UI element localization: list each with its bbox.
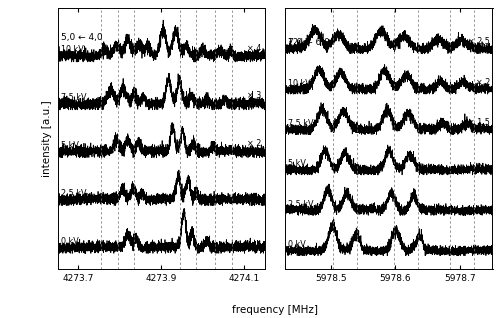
Text: frequency [MHz]: frequency [MHz] — [232, 305, 318, 315]
Text: 5,0 ← 4,0: 5,0 ← 4,0 — [61, 33, 102, 42]
Text: 2.5 kV: 2.5 kV — [61, 189, 86, 198]
Text: × 2: × 2 — [247, 139, 262, 148]
Text: × 2: × 2 — [476, 78, 490, 87]
Text: 0 kV: 0 kV — [288, 240, 306, 249]
Text: 5 kV: 5 kV — [288, 159, 306, 169]
Text: × 2,5: × 2,5 — [468, 38, 490, 46]
Text: 10 kV: 10 kV — [61, 45, 84, 54]
Text: × 4: × 4 — [247, 44, 262, 53]
Text: 10 kV: 10 kV — [288, 79, 310, 87]
Text: 12 kV: 12 kV — [288, 38, 311, 47]
Text: 7.5 kV: 7.5 kV — [61, 93, 86, 102]
Text: 7.5 kV: 7.5 kV — [288, 119, 314, 128]
Text: 2.5 kV: 2.5 kV — [288, 200, 314, 209]
Text: × 1.5: × 1.5 — [468, 118, 490, 127]
Text: 7,0 ← 6,0: 7,0 ← 6,0 — [288, 38, 330, 47]
Y-axis label: intensity [a.u.]: intensity [a.u.] — [42, 100, 52, 177]
Text: × 3: × 3 — [247, 92, 262, 100]
Text: 0 kV: 0 kV — [61, 237, 78, 246]
Text: 5 kV: 5 kV — [61, 141, 78, 150]
